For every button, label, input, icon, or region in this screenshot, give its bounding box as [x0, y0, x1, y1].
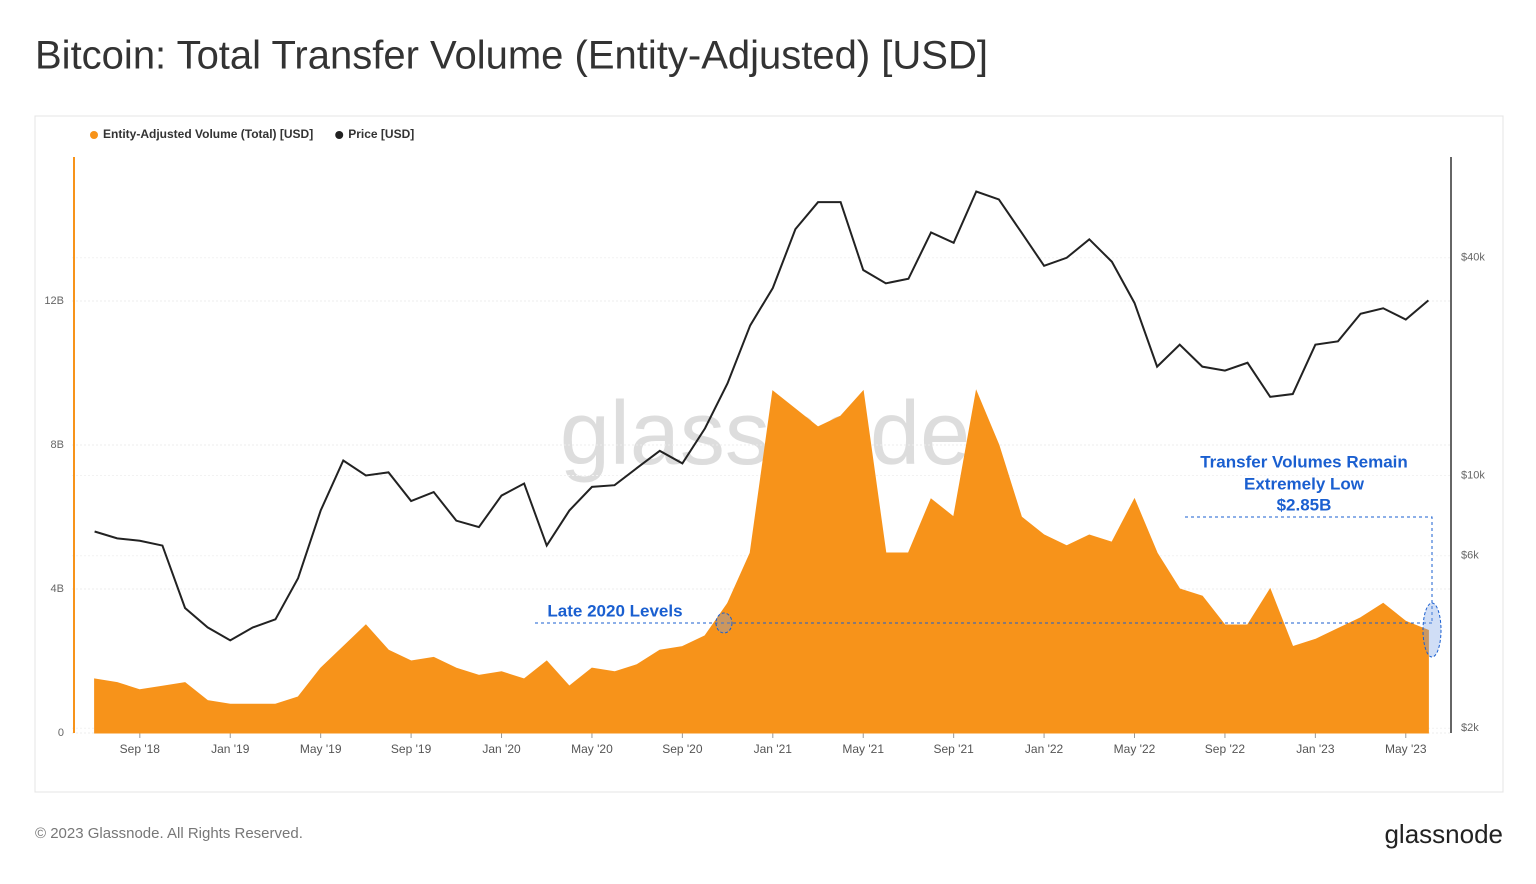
legend-label: Price [USD]: [348, 127, 414, 141]
logo: glassnode: [1384, 819, 1503, 849]
annotation-marker: [715, 612, 733, 634]
x-tick-label: May '21: [842, 742, 884, 756]
annotation-line: [1185, 516, 1433, 623]
annotation: $2.85B: [1277, 495, 1332, 514]
legend-label: Entity-Adjusted Volume (Total) [USD]: [103, 127, 313, 141]
y2-tick-label: $2k: [1461, 722, 1479, 734]
copyright: © 2023 Glassnode. All Rights Reserved.: [35, 825, 303, 842]
annotation: Transfer Volumes Remain: [1200, 452, 1408, 471]
y-tick-label: 12B: [44, 295, 64, 307]
x-tick-label: Jan '21: [754, 742, 793, 756]
volume-area: [94, 389, 1429, 734]
x-tick-label: May '20: [571, 742, 613, 756]
annotations: Late 2020 Levels Transfer Volumes Remain…: [535, 452, 1442, 658]
x-tick-label: Sep '18: [120, 742, 161, 756]
x-tick-label: Jan '22: [1025, 742, 1064, 756]
plot-area: 0 4B 8B 12B $2k $6k $10k $40k Sep '18 Jan '19 May …: [44, 127, 1485, 756]
y2-tick-label: $10k: [1461, 469, 1485, 481]
legend-marker: [335, 131, 344, 139]
legend-marker: [90, 131, 98, 139]
x-tick-label: May '22: [1114, 742, 1156, 756]
y-tick-label: 4B: [51, 583, 64, 595]
x-tick-label: May '23: [1385, 742, 1427, 756]
y2-tick-label: $6k: [1461, 550, 1479, 562]
x-tick-label: Sep '19: [391, 742, 432, 756]
annotation: Extremely Low: [1244, 474, 1365, 493]
x-tick-label: May '19: [300, 742, 342, 756]
annotation: Late 2020 Levels: [547, 601, 682, 620]
y2-tick-label: $40k: [1461, 252, 1485, 264]
x-tick-label: Sep '22: [1205, 742, 1246, 756]
x-tick-label: Jan '19: [211, 742, 250, 756]
annotation-marker: [1422, 602, 1442, 658]
price-line: [94, 190, 1430, 642]
x-tick-label: Sep '21: [933, 742, 974, 756]
y-tick-label: 0: [58, 727, 64, 739]
y-tick-label: 8B: [51, 439, 64, 451]
x-tick-label: Jan '20: [482, 742, 521, 756]
x-tick-label: Jan '23: [1296, 742, 1335, 756]
chart-title: Bitcoin: Total Transfer Volume (Entity-A…: [35, 34, 988, 78]
x-tick-label: Sep '20: [662, 742, 703, 756]
